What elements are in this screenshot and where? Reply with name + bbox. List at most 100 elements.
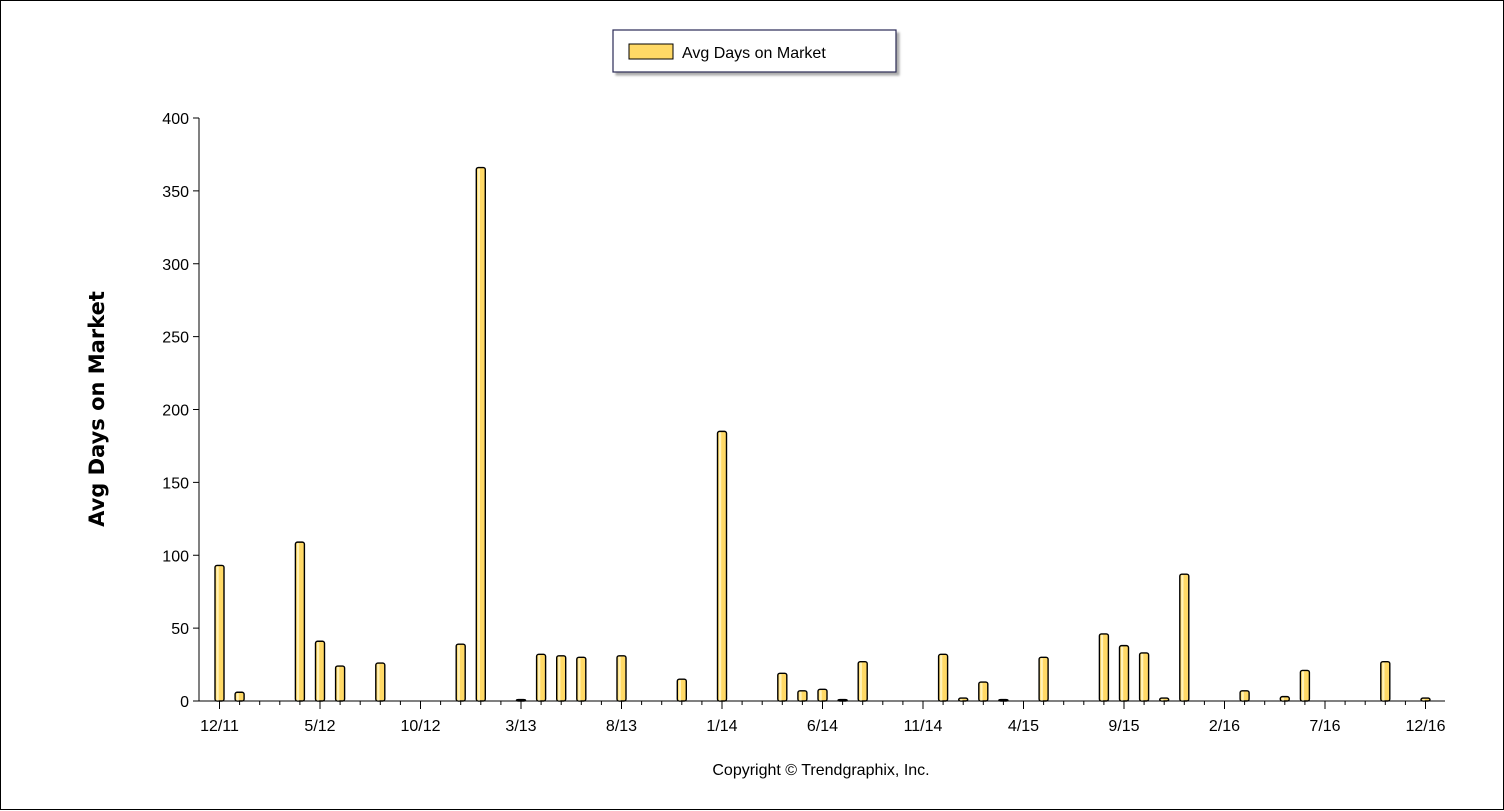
bar	[375, 662, 386, 702]
bar	[294, 541, 306, 702]
y-tick-label: 0	[180, 694, 189, 711]
bar-highlight	[1301, 671, 1305, 701]
bar-highlight	[960, 699, 963, 701]
bar	[676, 678, 687, 702]
bar-rect	[234, 691, 245, 702]
bar-rect	[515, 698, 527, 702]
bar-rect	[475, 166, 486, 702]
bar-highlight	[678, 680, 681, 701]
legend-label: Avg Days on Market	[682, 45, 826, 62]
bar	[515, 698, 527, 702]
bar	[334, 665, 346, 702]
x-tick-label: 2/16	[1209, 718, 1240, 735]
x-tick-label: 10/12	[400, 718, 440, 735]
bar	[556, 655, 567, 702]
bar-rect	[777, 672, 788, 702]
bar-highlight	[457, 645, 460, 701]
bar-highlight	[819, 690, 822, 701]
bar-highlight	[618, 656, 621, 701]
bar	[958, 697, 969, 702]
bar-highlight	[940, 655, 943, 701]
bar	[1038, 656, 1049, 702]
bar-rect	[1098, 633, 1110, 702]
bar-highlight	[477, 168, 480, 701]
y-tick-label: 150	[162, 475, 189, 492]
bar	[616, 655, 627, 702]
bar-highlight	[317, 642, 320, 701]
x-tick-label: 12/16	[1405, 718, 1445, 735]
bar-rect	[1038, 656, 1049, 702]
bar	[817, 688, 828, 702]
bar-highlight	[1161, 699, 1164, 701]
bar-rect	[455, 643, 466, 702]
y-tick-label: 300	[162, 257, 189, 274]
bar-rect	[334, 665, 346, 702]
x-axis: 12/11 5/12 10/12 3/13 8/13 1/14 6/14 11/14 4/15 9…	[199, 700, 1446, 735]
bar	[777, 672, 788, 702]
bar	[1118, 644, 1130, 702]
bar-highlight	[578, 658, 581, 701]
x-tick-label: 11/14	[904, 718, 943, 735]
y-axis-label: Avg Days on Market	[85, 291, 109, 527]
bar-rect	[294, 541, 306, 702]
x-tick-label: 4/15	[1008, 718, 1039, 735]
bar-highlight	[538, 655, 541, 701]
bar-rect	[998, 698, 1009, 702]
bar-rect	[1138, 652, 1150, 702]
x-tick-label: 6/14	[807, 718, 838, 735]
bar	[214, 564, 225, 702]
bar-rect	[576, 656, 587, 702]
bar-rect	[214, 564, 225, 702]
bar-highlight	[1281, 697, 1284, 701]
bar	[475, 166, 486, 702]
bar	[1098, 633, 1110, 702]
bar-highlight	[236, 693, 239, 701]
bar-highlight	[1141, 653, 1144, 701]
bar	[716, 430, 728, 702]
bar-rect	[978, 681, 989, 702]
bar-highlight	[337, 667, 340, 701]
bar-highlight	[859, 662, 862, 701]
x-tick-label: 8/13	[606, 718, 637, 735]
bar	[937, 653, 949, 702]
bar-rect	[314, 640, 326, 702]
y-tick-label: 200	[162, 403, 189, 420]
x-tick-label: 7/16	[1309, 718, 1340, 735]
bar-rect	[937, 653, 949, 702]
y-tick-label: 100	[162, 548, 189, 565]
bar	[978, 681, 989, 702]
y-tick-label: 400	[162, 111, 189, 128]
bar-rect	[797, 690, 808, 702]
bars-group	[214, 166, 1431, 702]
bar	[314, 640, 326, 702]
legend-swatch	[628, 43, 674, 60]
bar	[1239, 690, 1250, 702]
bar	[1158, 697, 1170, 702]
bar	[535, 653, 547, 702]
bar	[998, 698, 1009, 702]
bar-rect	[1420, 697, 1431, 702]
bar-rect	[375, 662, 386, 702]
bar-rect	[1239, 690, 1250, 702]
bar-rect	[716, 430, 728, 702]
bar-highlight	[1040, 658, 1043, 701]
bar	[1138, 652, 1150, 702]
x-tick-label: 12/11	[200, 718, 239, 735]
bar-rect	[1118, 644, 1130, 702]
bar-rect	[1179, 573, 1190, 702]
bar-rect	[676, 678, 687, 702]
bar-rect	[817, 688, 828, 702]
bar-highlight	[558, 656, 561, 701]
bar-highlight	[377, 664, 380, 701]
bar	[1179, 573, 1190, 702]
bar-highlight	[216, 566, 219, 701]
y-tick-label: 250	[162, 330, 189, 347]
bar-rect	[1380, 660, 1391, 702]
bar-rect	[1158, 697, 1170, 702]
bar	[1380, 660, 1391, 702]
y-tick-label: 350	[162, 184, 189, 201]
bar	[837, 698, 848, 702]
x-tick-label: 5/12	[304, 718, 335, 735]
